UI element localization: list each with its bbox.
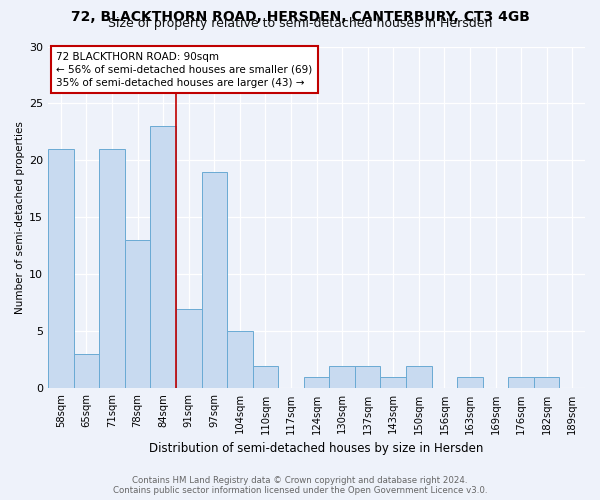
Bar (202, 172, 227, 388)
Bar (406, 366, 431, 388)
Bar (304, 377, 329, 388)
Bar (457, 377, 483, 388)
Bar (227, 332, 253, 388)
X-axis label: Distribution of semi-detached houses by size in Hersden: Distribution of semi-detached houses by … (149, 442, 484, 455)
Bar (380, 377, 406, 388)
Bar (329, 366, 355, 388)
Text: 72, BLACKTHORN ROAD, HERSDEN, CANTERBURY, CT3 4GB: 72, BLACKTHORN ROAD, HERSDEN, CANTERBURY… (71, 10, 529, 24)
Bar (74, 354, 99, 388)
Bar (125, 240, 151, 388)
Bar (99, 149, 125, 388)
Bar (355, 366, 380, 388)
Bar (508, 377, 534, 388)
Bar (176, 308, 202, 388)
Text: Size of property relative to semi-detached houses in Hersden: Size of property relative to semi-detach… (108, 18, 492, 30)
Bar (253, 366, 278, 388)
Text: 72 BLACKTHORN ROAD: 90sqm
← 56% of semi-detached houses are smaller (69)
35% of : 72 BLACKTHORN ROAD: 90sqm ← 56% of semi-… (56, 52, 313, 88)
Bar (534, 377, 559, 388)
Bar (48, 149, 74, 388)
Text: Contains HM Land Registry data © Crown copyright and database right 2024.
Contai: Contains HM Land Registry data © Crown c… (113, 476, 487, 495)
Bar (151, 126, 176, 388)
Y-axis label: Number of semi-detached properties: Number of semi-detached properties (15, 121, 25, 314)
